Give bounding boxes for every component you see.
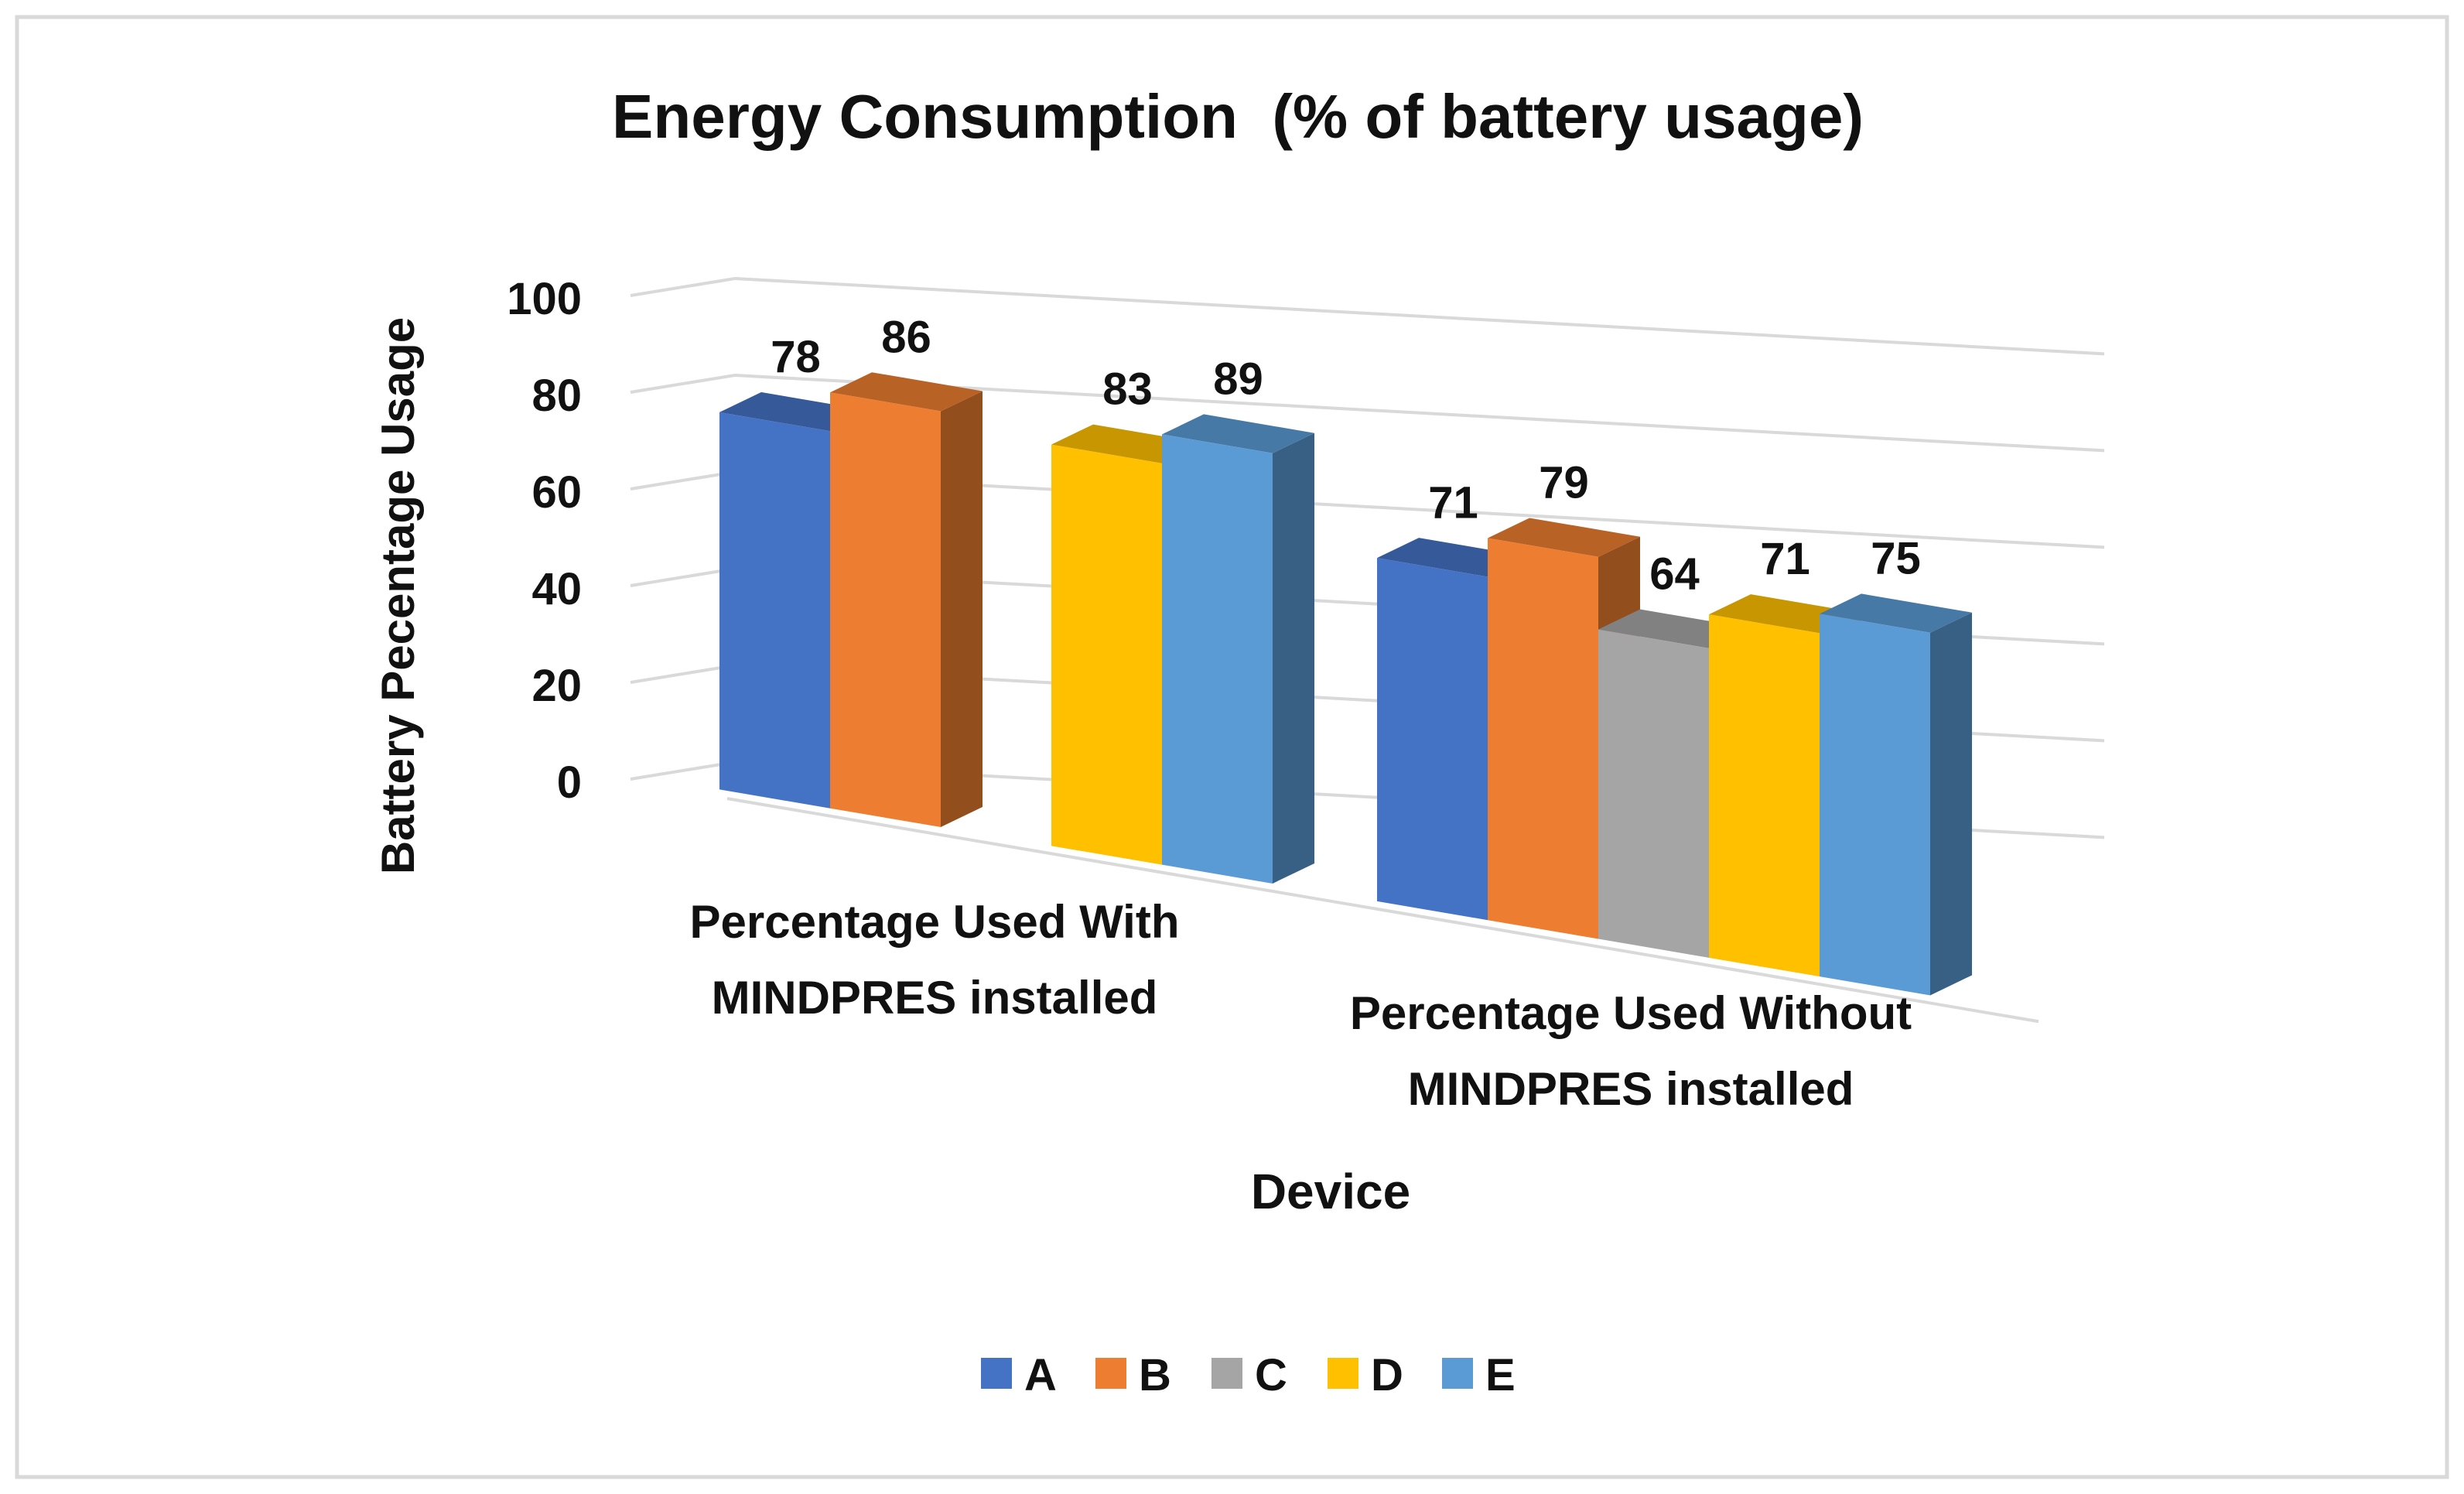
y-axis-label: Battery Pecentage Usage [372, 317, 424, 874]
legend-swatch-c [1211, 1358, 1242, 1389]
bar-side [1930, 612, 1972, 996]
bar-front [1598, 629, 1709, 958]
legend-label-b: B [1139, 1350, 1171, 1400]
legend-label-d: D [1371, 1350, 1403, 1400]
y-tick-label: 100 [507, 274, 582, 324]
gridline [630, 373, 2105, 453]
bar-top [830, 372, 983, 412]
y-tick-label: 80 [531, 371, 582, 421]
legend-swatch-b [1095, 1358, 1126, 1389]
data-labels: 78 86 83 89 71 79 64 71 75 [771, 312, 1921, 599]
x-axis-categories: Percentage Used With MINDPRES installed Pe… [690, 896, 1912, 1115]
data-label: 89 [1213, 354, 1263, 405]
data-label: 75 [1871, 534, 1921, 584]
bar-top [1820, 593, 1972, 633]
legend-label-a: A [1024, 1350, 1057, 1400]
legend-swatch-a [981, 1358, 1012, 1389]
y-axis-ticks: 0 20 40 60 80 100 [507, 274, 582, 808]
bar-front [1820, 614, 1930, 996]
data-label: 78 [771, 332, 821, 382]
chart-title: Energy Consumption (% of battery usage) [612, 82, 1864, 151]
bar-b-1 [830, 372, 983, 828]
bar-top [1162, 414, 1314, 453]
bar-side [941, 391, 983, 828]
legend-swatch-d [1328, 1358, 1358, 1389]
data-label: 71 [1428, 477, 1478, 528]
legend-label-c: C [1255, 1350, 1287, 1400]
bar-top [1488, 518, 1640, 557]
bar-front [1488, 538, 1598, 939]
legend: A B C D E [981, 1350, 1516, 1400]
y-tick-label: 40 [531, 564, 582, 614]
bars [719, 372, 1972, 996]
data-label: 79 [1539, 458, 1589, 508]
data-label: 86 [881, 312, 931, 362]
data-label: 64 [1649, 549, 1700, 600]
y-tick-label: 0 [557, 757, 582, 808]
bar-e-1 [1162, 414, 1314, 884]
x-axis-label: Device [1251, 1164, 1410, 1219]
x-category-label: Percentage Used Without [1350, 987, 1912, 1039]
x-category-label: Percentage Used With [690, 896, 1180, 948]
floor-edge [726, 797, 2039, 1024]
bar-front [719, 412, 830, 809]
bar-front [1162, 434, 1273, 884]
bar-front [1709, 614, 1820, 977]
bar-front [830, 392, 941, 828]
bar-front [1377, 558, 1488, 921]
bar-front [1051, 444, 1162, 865]
gridline [630, 276, 2105, 356]
bar-side [1273, 432, 1314, 884]
data-label: 71 [1760, 534, 1810, 584]
legend-swatch-e [1442, 1358, 1473, 1389]
y-tick-label: 20 [531, 661, 582, 711]
y-tick-label: 60 [531, 467, 582, 518]
x-category-label: MINDPRES installed [712, 972, 1158, 1024]
bar-e-2 [1820, 593, 1972, 996]
legend-label-e: E [1485, 1350, 1516, 1400]
x-category-label: MINDPRES installed [1408, 1063, 1854, 1115]
data-label: 83 [1102, 364, 1153, 415]
